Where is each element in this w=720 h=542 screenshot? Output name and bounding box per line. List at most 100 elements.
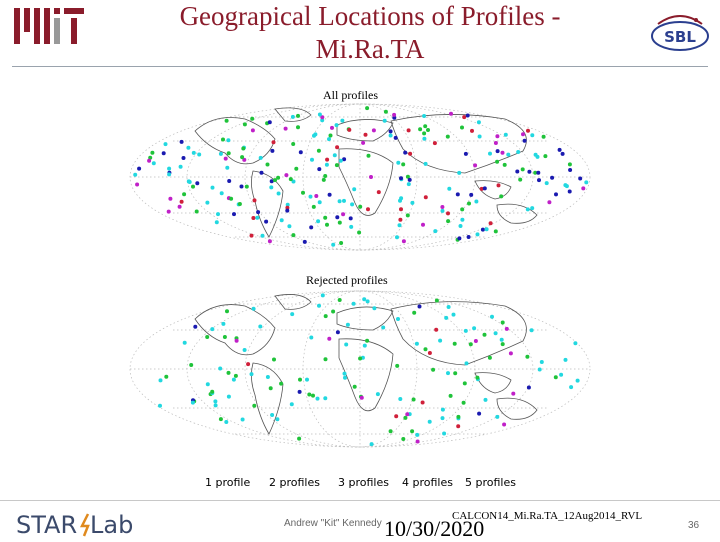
profile-marker [234,338,239,343]
profile-marker [440,416,445,421]
profile-marker [205,335,210,339]
footer-date: 10/30/2020 [384,516,485,541]
profile-marker [323,357,328,362]
profile-marker [334,163,339,168]
profile-marker [408,151,413,156]
profile-marker [463,328,468,333]
profile-marker [421,222,425,227]
profile-marker [285,202,290,207]
profile-marker [317,167,322,172]
profile-marker [533,152,538,157]
profile-marker [462,381,467,386]
profile-marker [405,412,410,417]
profile-marker [168,196,173,201]
profile-marker [270,413,275,417]
profile-marker [190,400,195,405]
profile-marker [197,152,202,157]
profile-marker [423,161,428,166]
profile-marker [225,165,230,170]
profile-marker [431,367,436,372]
profile-marker [258,324,263,329]
profile-marker [401,437,406,441]
profile-marker [227,179,232,183]
profile-marker [503,132,508,137]
footer-divider [0,500,720,501]
profile-marker [331,309,336,314]
profile-marker [151,161,156,166]
profile-marker [381,325,386,330]
profile-marker [456,424,461,429]
profile-marker [423,124,428,129]
graticule [129,103,591,251]
profile-marker [341,212,346,217]
profile-marker [342,198,346,203]
profile-marker [440,205,445,209]
profile-marker [323,314,328,319]
profile-marker [327,336,332,341]
profile-marker [475,375,480,380]
profile-marker [258,155,263,160]
profile-marker [516,150,521,154]
profile-marker [291,142,296,146]
profile-marker [415,439,420,444]
profile-marker [376,190,381,195]
profile-marker [388,133,393,138]
profile-marker [279,218,284,223]
profile-marker [383,109,388,114]
profile-marker [432,141,437,146]
profile-marker [189,363,194,367]
profile-marker [504,326,509,331]
profile-marker [283,126,288,131]
profile-marker [276,175,281,180]
mit-logo [14,8,84,44]
profile-marker [440,208,445,213]
profile-marker [422,131,427,136]
profile-marker [427,351,432,355]
profile-marker [460,217,465,222]
profile-marker [399,176,403,181]
profile-marker [330,125,334,130]
profile-marker [323,215,328,220]
profile-marker [543,154,548,159]
profile-marker [340,118,345,123]
profile-marker [337,220,342,225]
profile-marker [530,206,535,211]
profile-marker [320,293,325,298]
profile-marker [158,378,163,383]
profile-marker [537,367,542,372]
graticule [129,290,591,448]
profile-marker [272,357,276,362]
profile-marker [575,378,580,383]
profile-marker [414,341,419,346]
profile-marker [302,239,307,244]
profile-marker [448,393,453,398]
profile-marker [411,397,416,402]
profile-marker [349,224,354,229]
profile-marker [392,112,397,117]
legend-item-5-profiles: 5 profiles [465,476,516,489]
profile-marker [584,180,589,185]
profile-marker [135,182,140,187]
profile-marker [241,146,246,151]
profile-marker [526,128,530,133]
profile-marker [327,137,331,142]
profile-marker [323,174,328,178]
profile-marker [499,337,504,342]
profile-marker [493,331,498,336]
profile-marker [264,219,269,224]
profile-marker [366,153,371,158]
profile-marker [527,169,532,174]
profile-marker [446,211,450,216]
profile-marker [331,242,336,247]
profile-marker [275,417,280,422]
profile-marker [352,384,357,389]
profile-marker [342,371,347,376]
profile-marker [233,373,238,378]
profile-marker [493,141,498,145]
profile-marker [214,220,219,225]
svg-text:STAR: STAR [16,511,77,538]
profile-marker [249,233,254,238]
profile-marker [525,354,530,359]
profile-marker [446,305,451,309]
profile-marker [365,299,370,304]
